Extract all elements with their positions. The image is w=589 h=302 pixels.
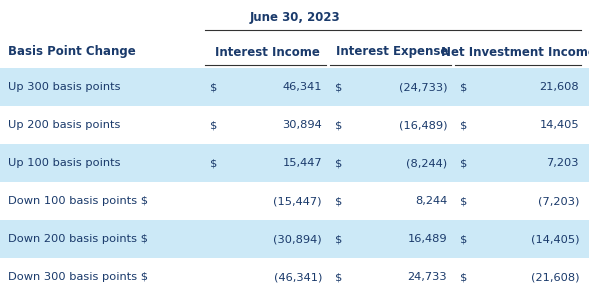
Text: Interest Expense: Interest Expense (336, 46, 449, 59)
Bar (0, 68, 589, 106)
Text: Down 300 basis points $: Down 300 basis points $ (8, 272, 148, 282)
Text: 7,203: 7,203 (547, 158, 579, 168)
Text: 24,733: 24,733 (408, 272, 447, 282)
Text: $: $ (460, 158, 468, 168)
Text: (16,489): (16,489) (399, 120, 447, 130)
Bar (0, 220, 589, 258)
Bar (0, 144, 589, 182)
Text: (46,341): (46,341) (274, 272, 322, 282)
Text: Up 300 basis points: Up 300 basis points (8, 82, 121, 92)
Text: June 30, 2023: June 30, 2023 (249, 11, 340, 24)
Text: $: $ (460, 234, 468, 244)
Text: $: $ (210, 158, 217, 168)
Text: (15,447): (15,447) (273, 196, 322, 206)
Text: 15,447: 15,447 (282, 158, 322, 168)
Text: 8,244: 8,244 (415, 196, 447, 206)
Text: (7,203): (7,203) (538, 196, 579, 206)
Text: 46,341: 46,341 (283, 82, 322, 92)
Text: (8,244): (8,244) (406, 158, 447, 168)
Text: Up 200 basis points: Up 200 basis points (8, 120, 120, 130)
Text: Up 100 basis points: Up 100 basis points (8, 158, 121, 168)
Text: 14,405: 14,405 (540, 120, 579, 130)
Text: $: $ (335, 196, 342, 206)
Text: Down 100 basis points $: Down 100 basis points $ (8, 196, 148, 206)
Text: 21,608: 21,608 (540, 82, 579, 92)
Text: Net Investment Income: Net Investment Income (441, 46, 589, 59)
Text: Interest Income: Interest Income (215, 46, 320, 59)
Text: $: $ (210, 82, 217, 92)
Text: $: $ (335, 82, 342, 92)
Text: $: $ (335, 120, 342, 130)
Text: 16,489: 16,489 (408, 234, 447, 244)
Text: (24,733): (24,733) (399, 82, 447, 92)
Text: $: $ (335, 272, 342, 282)
Text: (30,894): (30,894) (273, 234, 322, 244)
Text: $: $ (460, 82, 468, 92)
Text: 30,894: 30,894 (282, 120, 322, 130)
Text: $: $ (335, 234, 342, 244)
Text: Down 200 basis points $: Down 200 basis points $ (8, 234, 148, 244)
Text: $: $ (460, 120, 468, 130)
Text: (21,608): (21,608) (531, 272, 579, 282)
Text: $: $ (460, 196, 468, 206)
Text: (14,405): (14,405) (531, 234, 579, 244)
Text: $: $ (210, 120, 217, 130)
Text: Basis Point Change: Basis Point Change (8, 46, 135, 59)
Text: $: $ (335, 158, 342, 168)
Text: $: $ (460, 272, 468, 282)
